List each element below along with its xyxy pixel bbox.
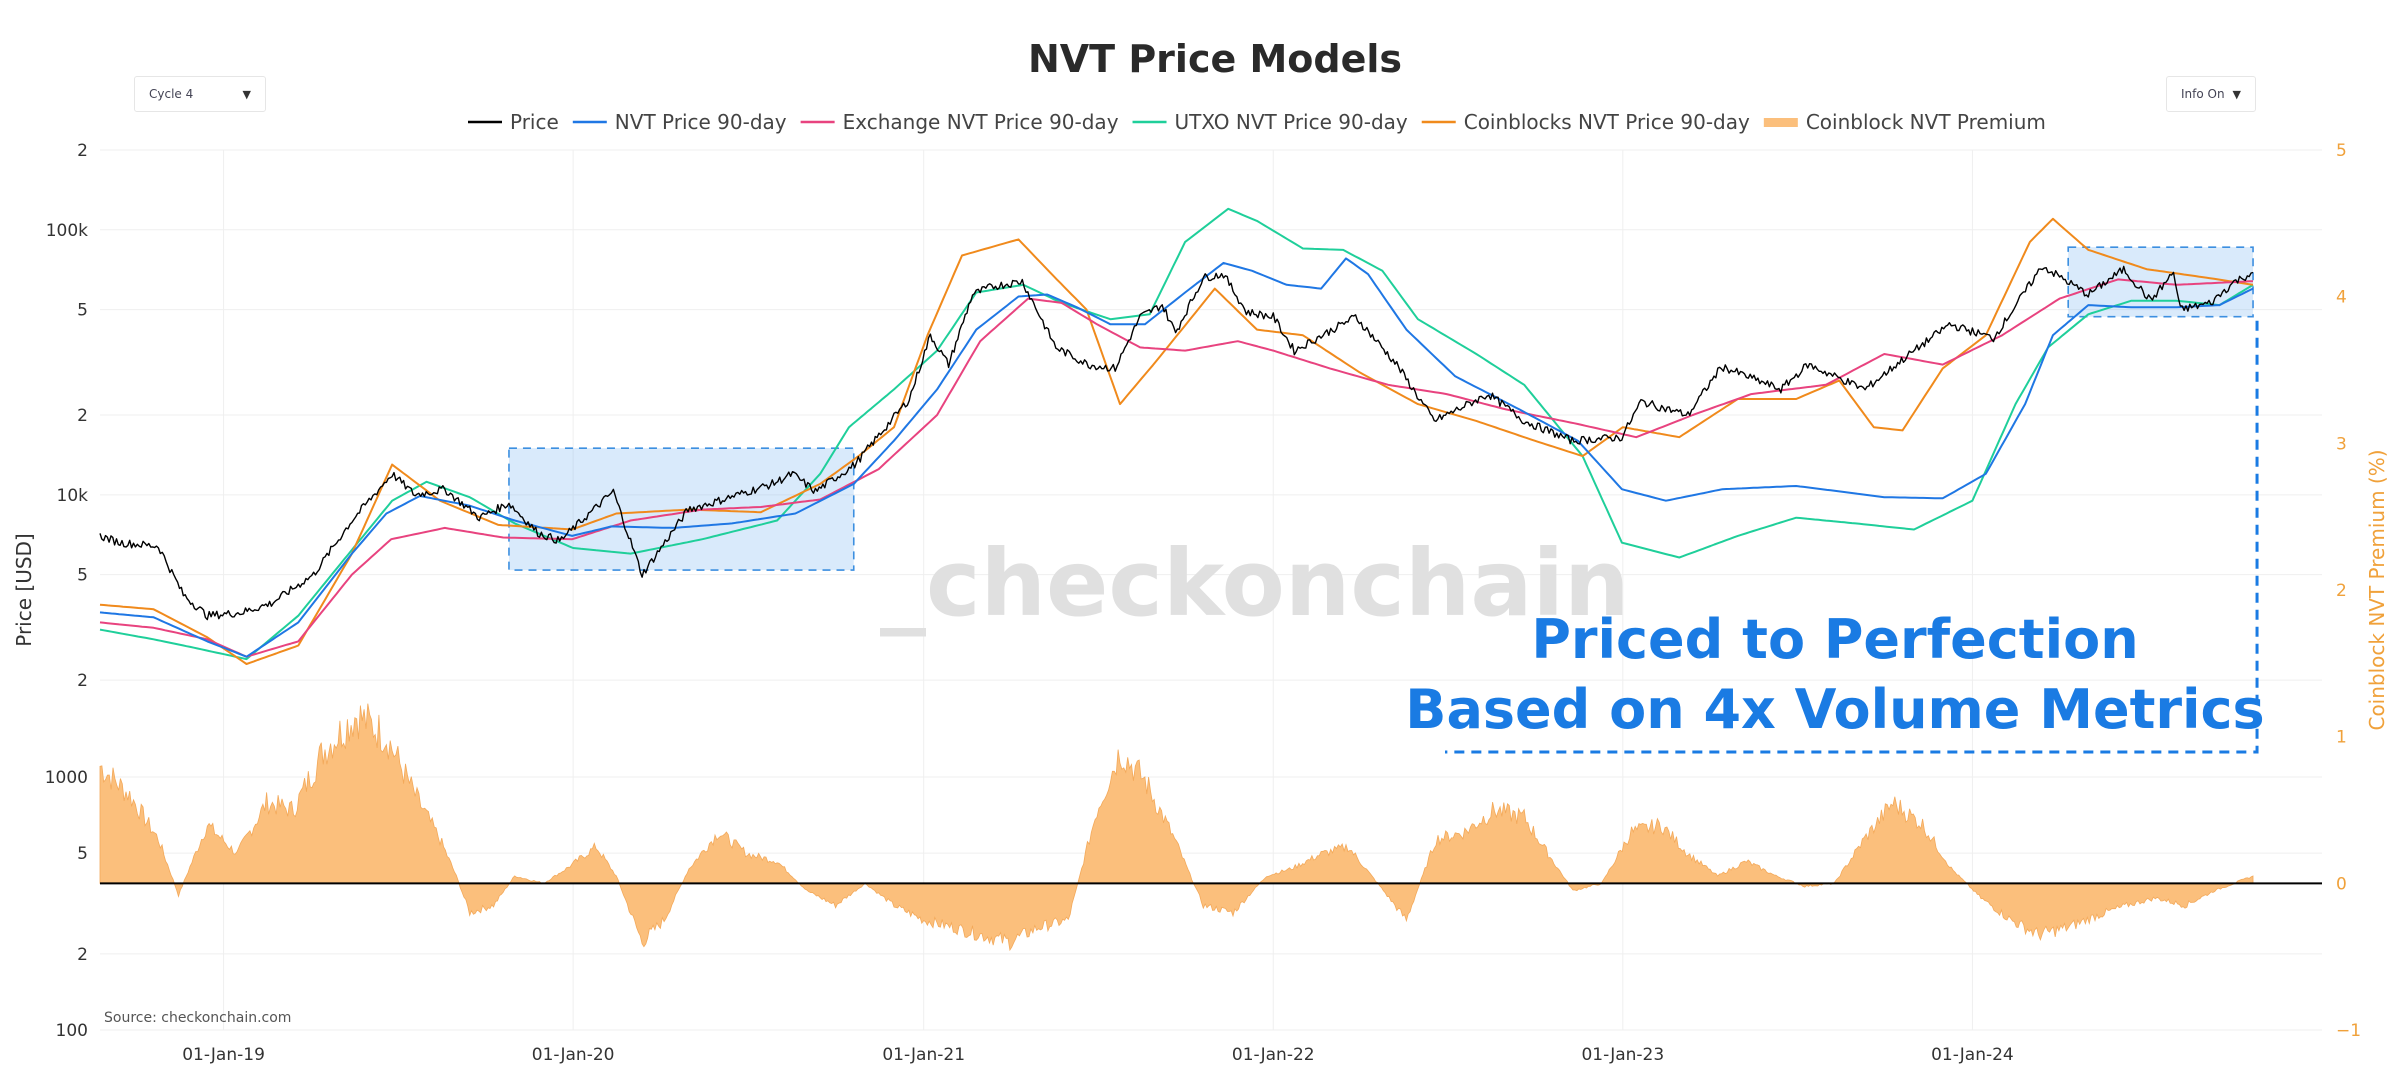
y-left-tick-label: 5 — [77, 301, 88, 321]
legend-item[interactable]: Coinblocks NVT Price 90-day — [1421, 110, 1750, 134]
source-note: Source: checkonchain.com — [104, 1010, 291, 1026]
y-right-tick-label: 1 — [2336, 728, 2347, 748]
cycle-select-dropdown[interactable]: Cycle 4 ▼ — [134, 76, 266, 112]
x-tick-label: 01-Jan-24 — [1931, 1045, 2014, 1065]
axes: 01-Jan-19 01-Jan-20 01-Jan-21 01-Jan-22 01-J… — [45, 141, 2361, 1065]
legend-label: NVT Price 90-day — [615, 110, 787, 134]
legend-item[interactable]: Price — [468, 110, 559, 134]
premium-area-layer — [99, 703, 2322, 952]
legend-item[interactable]: Coinblock NVT Premium — [1763, 110, 2046, 134]
y-axis-left-label: Price [USD] — [12, 533, 36, 647]
y-right-tick-label: 4 — [2336, 288, 2347, 308]
y-right-tick-label: 5 — [2336, 141, 2347, 161]
y-left-tick-label: 100k — [46, 221, 88, 241]
series-nvt-price-90-day — [99, 257, 2254, 658]
highlight-boxes — [508, 246, 2259, 754]
annotation: Priced to Perfection Based on 4x Volume … — [1405, 608, 2264, 741]
x-tick-label: 01-Jan-20 — [532, 1045, 615, 1065]
y-left-tick-label: 2 — [77, 945, 88, 965]
y-right-tick-label: −1 — [2336, 1021, 2361, 1041]
annotation-line-2: Based on 4x Volume Metrics — [1405, 678, 2264, 741]
chevron-down-icon: ▼ — [242, 87, 251, 101]
series-exchange-nvt-price-90-day — [99, 278, 2254, 658]
chart-title: NVT Price Models — [1028, 37, 1402, 81]
series-utxo-nvt-price-90-day — [99, 207, 2254, 661]
y-right-tick-label: 2 — [2336, 581, 2347, 601]
legend-label: UTXO NVT Price 90-day — [1175, 110, 1408, 134]
series-lines-layer — [99, 207, 2254, 665]
y-right-tick-label: 0 — [2336, 874, 2347, 894]
series-price — [99, 265, 2254, 621]
legend-item[interactable]: NVT Price 90-day — [572, 110, 787, 134]
legend-label: Exchange NVT Price 90-day — [843, 110, 1119, 134]
series-coinblock-nvt-premium — [99, 703, 2254, 952]
y-left-tick-label: 2 — [77, 671, 88, 691]
y-left-tick-label: 5 — [77, 844, 88, 864]
y-left-tick-label: 2 — [77, 406, 88, 426]
legend: Price NVT Price 90-day Exchange NVT Price … — [468, 110, 2046, 134]
gridlines — [100, 149, 2322, 1031]
legend-label: Coinblock NVT Premium — [1806, 110, 2046, 134]
annotation-line-1: Priced to Perfection — [1531, 608, 2138, 671]
info-select-dropdown[interactable]: Info On ▼ — [2166, 76, 2256, 112]
y-axis-right-label: Coinblock NVT Premium (%) — [2365, 449, 2389, 730]
chevron-down-icon: ▼ — [2232, 87, 2241, 101]
y-right-tick-label: 3 — [2336, 434, 2347, 454]
x-tick-label: 01-Jan-19 — [182, 1045, 265, 1065]
y-left-tick-label: 5 — [77, 566, 88, 586]
legend-swatch — [1763, 118, 1798, 127]
y-left-tick-label: 100 — [56, 1021, 88, 1041]
x-tick-label: 01-Jan-21 — [882, 1045, 965, 1065]
legend-label: Price — [510, 110, 559, 134]
series-coinblocks-nvt-price-90-day — [99, 217, 2254, 665]
y-left-tick-label: 2 — [77, 141, 88, 161]
legend-label: Coinblocks NVT Price 90-day — [1464, 110, 1750, 134]
y-left-tick-label: 1000 — [45, 768, 88, 788]
x-tick-label: 01-Jan-22 — [1232, 1045, 1315, 1065]
x-tick-label: 01-Jan-23 — [1581, 1045, 1664, 1065]
y-left-tick-label: 10k — [57, 486, 89, 506]
cycle-select-value: Cycle 4 — [149, 87, 194, 101]
legend-item[interactable]: UTXO NVT Price 90-day — [1132, 110, 1408, 134]
info-select-value: Info On — [2181, 87, 2225, 101]
annotation-connector — [1445, 320, 2259, 754]
watermark: _checkonchain — [880, 530, 1630, 637]
legend-item[interactable]: Exchange NVT Price 90-day — [800, 110, 1119, 134]
